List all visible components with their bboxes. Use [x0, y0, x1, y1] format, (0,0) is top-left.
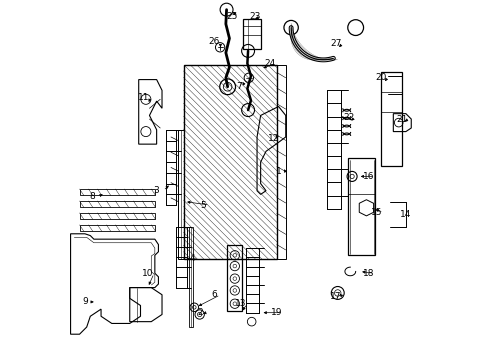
- Text: 18: 18: [362, 269, 373, 278]
- Text: 11: 11: [138, 93, 149, 102]
- Text: 13: 13: [235, 299, 246, 308]
- Bar: [80, 213, 155, 219]
- Text: 22: 22: [342, 113, 353, 122]
- Text: 8: 8: [89, 192, 95, 201]
- Text: 6: 6: [211, 290, 217, 299]
- Text: 7: 7: [236, 82, 242, 91]
- Bar: [178, 130, 183, 259]
- Text: 5: 5: [200, 201, 206, 210]
- Text: 24: 24: [264, 59, 275, 68]
- Text: 16: 16: [362, 172, 373, 181]
- Bar: [227, 244, 242, 311]
- Text: 2: 2: [197, 308, 202, 317]
- Bar: [80, 201, 155, 207]
- Text: 14: 14: [399, 210, 411, 219]
- Text: 20: 20: [374, 73, 386, 82]
- Bar: [243, 19, 261, 49]
- Text: 4: 4: [189, 255, 195, 264]
- Text: 25: 25: [226, 12, 237, 21]
- Text: 19: 19: [270, 308, 282, 317]
- Circle shape: [284, 21, 298, 35]
- Bar: [80, 189, 155, 195]
- Text: 1: 1: [275, 167, 281, 176]
- Text: 10: 10: [142, 269, 153, 278]
- Bar: [276, 65, 285, 259]
- Bar: [348, 158, 375, 255]
- Text: 17: 17: [329, 292, 341, 301]
- Text: 3: 3: [153, 186, 159, 195]
- Bar: [380, 72, 402, 166]
- Text: 26: 26: [208, 37, 219, 46]
- Text: 15: 15: [371, 208, 382, 217]
- Bar: [188, 226, 193, 327]
- Text: 9: 9: [82, 297, 88, 306]
- Bar: [183, 65, 276, 259]
- Text: 23: 23: [249, 12, 261, 21]
- Text: 27: 27: [329, 39, 341, 48]
- Text: 12: 12: [267, 134, 278, 143]
- Bar: [80, 225, 155, 231]
- Text: 21: 21: [396, 114, 407, 123]
